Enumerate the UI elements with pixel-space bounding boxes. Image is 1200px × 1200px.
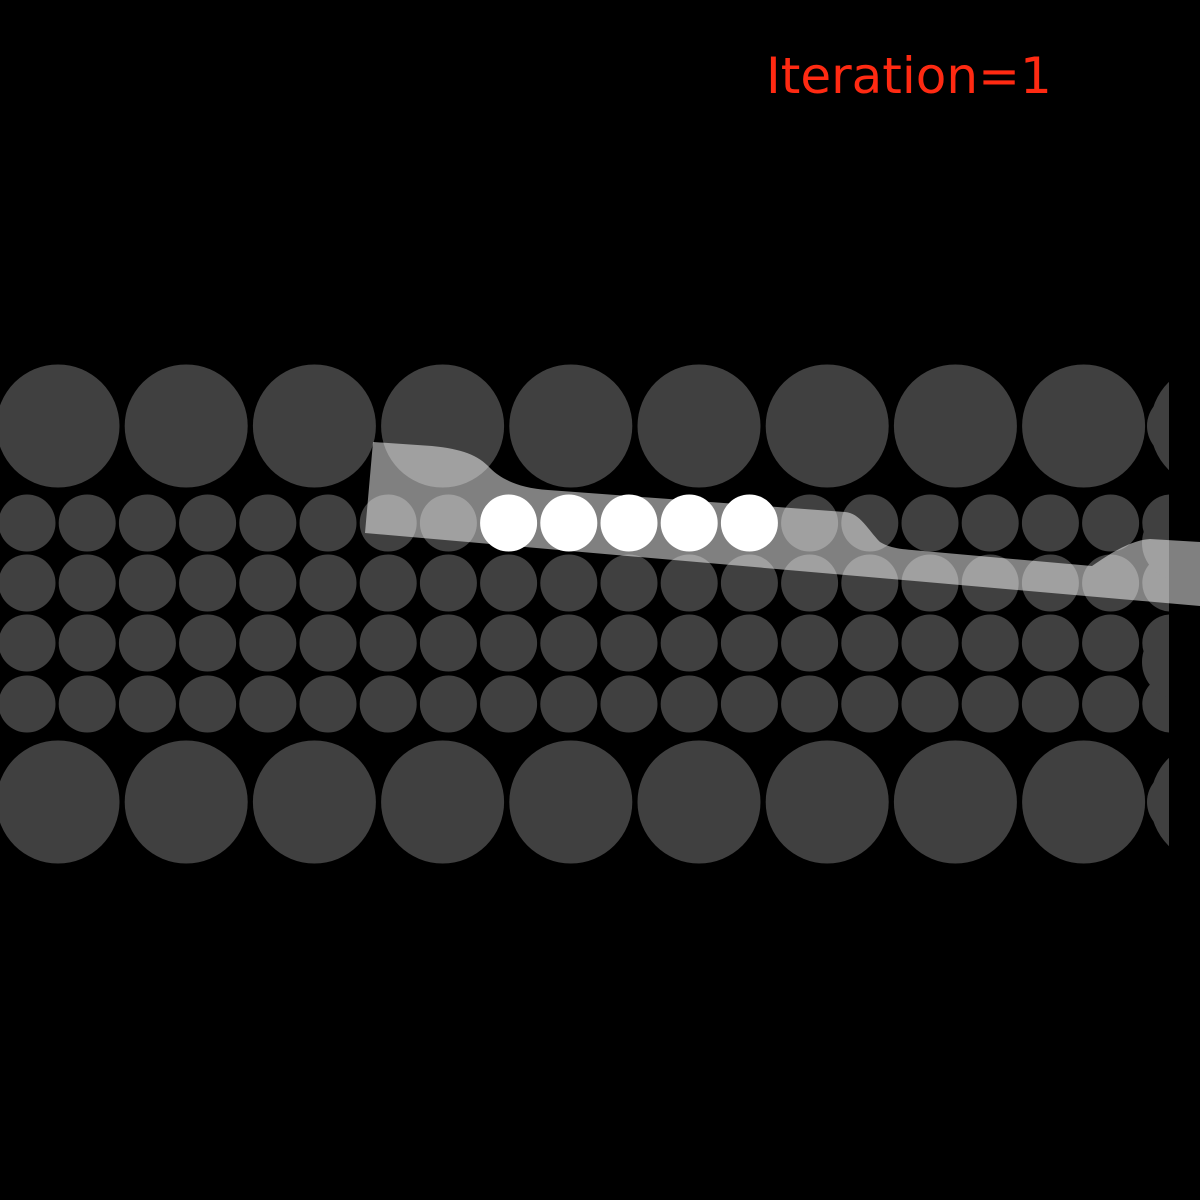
small-dot: [359, 675, 417, 733]
large-dot: [893, 364, 1017, 488]
small-dot: [480, 675, 538, 733]
small-dot: [660, 675, 718, 733]
highlighted-dot: [720, 494, 778, 552]
edge-partial-dot: [1147, 395, 1169, 457]
large-dot: [1022, 740, 1146, 864]
small-dot: [720, 554, 778, 612]
small-dot: [299, 614, 357, 672]
small-dot: [0, 554, 56, 612]
highlighted-dot: [480, 494, 538, 552]
large-dot: [124, 740, 248, 864]
dot-lattice: [0, 364, 1169, 864]
small-dot: [359, 554, 417, 612]
small-dot: [600, 554, 658, 612]
highlighted-dot: [600, 494, 658, 552]
small-dot: [179, 675, 237, 733]
highlighted-dots: [480, 494, 778, 552]
small-dot: [901, 614, 959, 672]
small-dot: [0, 494, 56, 552]
large-dot: [637, 364, 761, 488]
small-dot: [901, 494, 959, 552]
small-dot: [961, 614, 1019, 672]
small-dot: [720, 675, 778, 733]
large-dot: [252, 740, 376, 864]
small-dot: [239, 554, 297, 612]
edge-partial-dot: [1147, 771, 1169, 833]
small-dot: [118, 494, 176, 552]
small-dot: [600, 675, 658, 733]
small-dot: [239, 494, 297, 552]
small-dot: [299, 554, 357, 612]
small-dot: [480, 614, 538, 672]
overlay-band: [365, 442, 1200, 606]
small-dot: [480, 554, 538, 612]
large-dot: [765, 740, 889, 864]
small-dot: [841, 675, 899, 733]
large-dot: [0, 364, 120, 488]
large-dot: [252, 364, 376, 488]
small-dot: [299, 494, 357, 552]
highlighted-dot: [660, 494, 718, 552]
small-dot: [239, 614, 297, 672]
small-dot: [540, 675, 598, 733]
small-dot: [961, 675, 1019, 733]
small-dot: [118, 675, 176, 733]
iteration-label: Iteration=1: [766, 47, 1052, 105]
small-dot: [1021, 675, 1079, 733]
small-dot: [0, 614, 56, 672]
small-dot: [118, 554, 176, 612]
small-dot: [660, 614, 718, 672]
large-dot: [0, 740, 120, 864]
small-dot: [1082, 494, 1140, 552]
small-dot: [841, 614, 899, 672]
small-dot: [781, 614, 839, 672]
small-dot: [58, 675, 116, 733]
small-dot: [540, 554, 598, 612]
small-dot: [179, 554, 237, 612]
small-dot: [179, 614, 237, 672]
large-dot: [1022, 364, 1146, 488]
small-dot: [419, 554, 477, 612]
small-dot: [419, 614, 477, 672]
large-dot: [637, 740, 761, 864]
edge-partial-dot: [1142, 626, 1169, 698]
small-dot: [540, 614, 598, 672]
small-dot: [660, 554, 718, 612]
small-dot: [58, 614, 116, 672]
small-dot: [299, 675, 357, 733]
large-dot: [509, 364, 633, 488]
small-dot: [179, 494, 237, 552]
small-dot: [961, 494, 1019, 552]
small-dot: [1082, 614, 1140, 672]
small-dot: [1082, 675, 1140, 733]
large-dot: [765, 364, 889, 488]
small-dot: [1021, 494, 1079, 552]
small-dot: [901, 675, 959, 733]
small-dot: [359, 614, 417, 672]
large-dot: [124, 364, 248, 488]
small-dot: [419, 675, 477, 733]
large-dot: [381, 740, 505, 864]
small-dot: [781, 675, 839, 733]
small-dot: [58, 554, 116, 612]
small-dot: [1021, 614, 1079, 672]
small-dot: [720, 614, 778, 672]
small-dot: [0, 675, 56, 733]
small-dot: [58, 494, 116, 552]
small-dot: [600, 614, 658, 672]
large-dot: [893, 740, 1017, 864]
large-dot: [509, 740, 633, 864]
small-dot: [239, 675, 297, 733]
highlighted-dot: [540, 494, 598, 552]
small-dot: [118, 614, 176, 672]
